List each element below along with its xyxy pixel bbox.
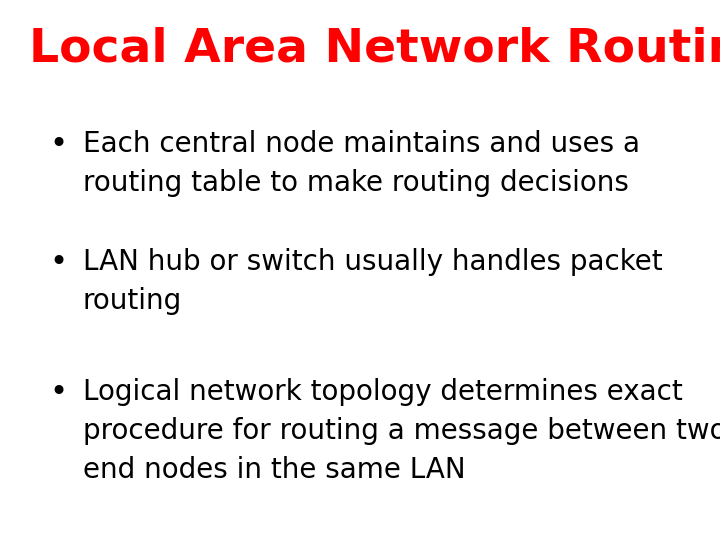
Text: Local Area Network Routing: Local Area Network Routing (29, 27, 720, 72)
Text: •: • (49, 248, 67, 278)
Text: Logical network topology determines exact
procedure for routing a message betwee: Logical network topology determines exac… (83, 378, 720, 484)
Text: LAN hub or switch usually handles packet
routing: LAN hub or switch usually handles packet… (83, 248, 662, 315)
Text: Each central node maintains and uses a
routing table to make routing decisions: Each central node maintains and uses a r… (83, 130, 640, 197)
Text: •: • (49, 378, 67, 407)
Text: •: • (49, 130, 67, 159)
